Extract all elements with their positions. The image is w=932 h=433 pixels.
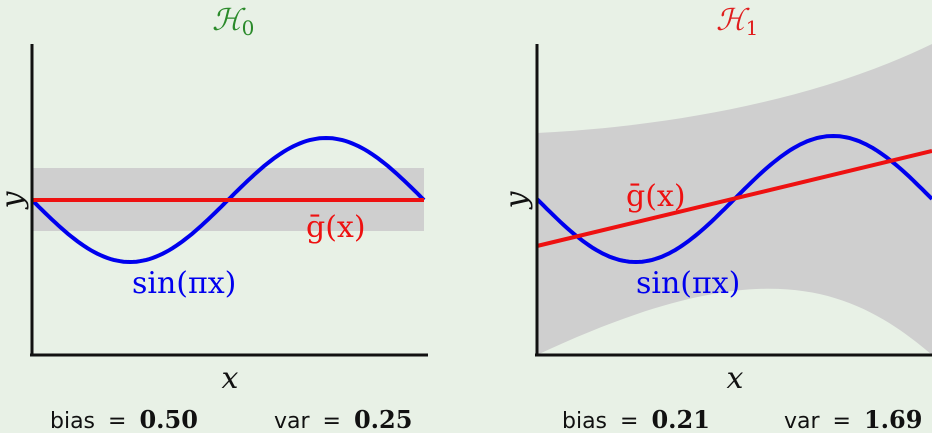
- panel-h0-bias-label: bias: [50, 409, 95, 433]
- panel-h1-mean-hypothesis-line: [536, 149, 932, 248]
- panel-h0-var-label: var: [274, 409, 311, 433]
- panel-h0-bias-value: 0.50: [139, 405, 197, 433]
- panel-h1-y-label: y: [499, 190, 534, 210]
- panel-h0-mean-label: ḡ(x): [306, 210, 366, 245]
- panel-h1-bias-stat: bias = 0.21: [562, 405, 710, 433]
- panel-h0-var-value: 0.25: [354, 405, 412, 433]
- panel-h1-title-sub: 1: [746, 16, 759, 40]
- panel-h1-var-stat: var = 1.69: [784, 405, 922, 433]
- panel-h1-x-label: x: [727, 361, 744, 396]
- panel-h1-var-equals: =: [833, 409, 851, 433]
- panel-h0: ℋ0 y x ḡ(x) sin(πx) bias = 0.50 var = 0.…: [0, 3, 428, 433]
- panel-h1-var-label: var: [784, 409, 821, 433]
- panel-h0-x-label: x: [222, 361, 239, 396]
- panel-h1-title: ℋ1: [716, 3, 758, 40]
- panel-h1-sine-label: sin(πx): [636, 266, 740, 301]
- panel-h1-mean-label: ḡ(x): [626, 179, 686, 214]
- panel-h0-var-equals: =: [323, 409, 341, 433]
- panel-h0-title-main: ℋ: [212, 3, 246, 38]
- panel-h1-title-main: ℋ: [716, 3, 750, 38]
- panel-h1-var-value: 1.69: [864, 405, 922, 433]
- panel-h1: ℋ1 y x ḡ(x) sin(πx) bias = 0.21 var = 1.…: [499, 3, 932, 433]
- panel-h1-bias-value: 0.21: [651, 405, 709, 433]
- panel-h0-var-stat: var = 0.25: [274, 405, 412, 433]
- panel-h0-bias-stat: bias = 0.50: [50, 405, 198, 433]
- panel-h0-sine-label: sin(πx): [132, 266, 236, 301]
- panel-h0-title: ℋ0: [212, 3, 254, 40]
- panel-h0-title-sub: 0: [242, 16, 255, 40]
- panel-h0-y-label: y: [0, 190, 30, 210]
- panel-h1-bias-equals: =: [620, 409, 638, 433]
- panel-h1-bias-label: bias: [562, 409, 607, 433]
- panel-h0-bias-equals: =: [108, 409, 126, 433]
